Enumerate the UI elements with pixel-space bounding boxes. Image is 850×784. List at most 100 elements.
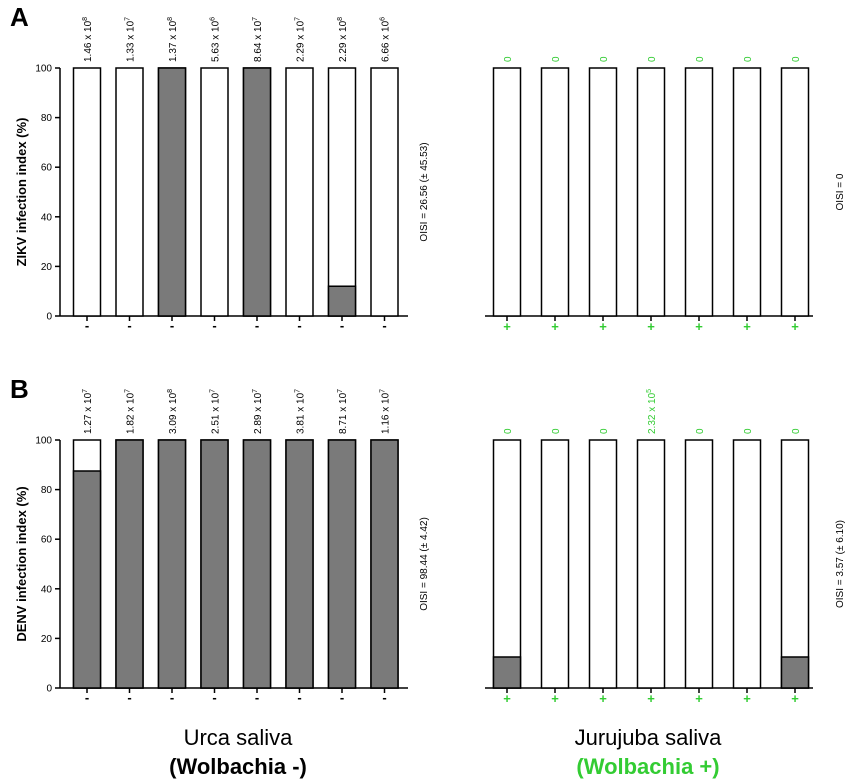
bar-uninfected [684,67,714,317]
wolbachia-sign: - [127,318,131,333]
bar-data-label: 2.89 x 107 [252,389,264,434]
bar-data-label: 3.09 x 108 [167,389,179,434]
bar-group: - 1.46 x 108 [72,17,102,333]
bar-data-label: 1.16 x 107 [380,389,392,434]
bar-infected [492,656,522,689]
bar-uninfected [540,67,570,317]
bar-group: - 1.27 x 107 [72,389,102,705]
bar-data-label: 0 [647,56,658,62]
bar-infected [327,439,357,689]
wolbachia-sign: - [255,318,259,333]
wolbachia-sign: - [212,318,216,333]
wolbachia-sign: + [695,319,703,334]
bar-group: - 8.71 x 107 [327,389,357,705]
y-axis-label: ZIKV infection index (%) [14,118,29,267]
bar-uninfected [285,67,314,317]
y-tick-label: 80 [41,485,53,496]
bar-data-label: 2.51 x 107 [210,389,222,434]
bar-uninfected [370,67,399,317]
oisi-label: OISI = 0 [835,173,846,210]
bar-data-label: 5.63 x 106 [210,17,222,62]
chart-panel-1: A ZIKV infection index (%) 0 20 40 60 80 100 - 1.… [10,2,430,333]
bar-group: +0 [732,428,762,706]
wolbachia-sign: - [382,318,386,333]
bar-data-label: 1.37 x 108 [167,17,179,62]
bar-group: - 1.82 x 107 [115,389,144,705]
wolbachia-sign: + [695,691,703,706]
bar-infected [242,67,272,317]
bar-uninfected [780,67,810,317]
wolbachia-sign: - [212,690,216,705]
wolbachia-sign: - [297,318,301,333]
wolbachia-sign: - [85,318,89,333]
bar-group: +0 [780,56,810,334]
wolbachia-sign: + [599,691,607,706]
bar-group: - 3.81 x 107 [285,389,314,705]
bar-data-label: 0 [551,56,562,62]
bar-data-label: 0 [791,428,802,434]
bar-data-label: 0 [503,428,514,434]
bar-data-label: 1.27 x 107 [82,389,94,434]
wolbachia-sign: + [599,319,607,334]
caption-right-line2: (Wolbachia +) [576,754,719,779]
oisi-label: OISI = 3.57 (± 6.10) [835,520,846,608]
bar-group: +0 [780,428,810,706]
bar-group: +2.32 x 105 [636,389,666,706]
bar-infected [242,439,272,689]
wolbachia-sign: + [743,691,751,706]
bar-uninfected [636,439,666,689]
bar-data-label: 0 [503,56,514,62]
bar-group: - 2.89 x 107 [242,389,272,705]
bar-uninfected [636,67,666,317]
bar-group: +0 [492,56,522,334]
y-tick-label: 20 [41,262,53,273]
bar-uninfected [540,439,570,689]
bar-data-label: 0 [551,428,562,434]
y-tick-label: 100 [35,436,52,447]
bar-infected [72,470,102,689]
bar-data-label: 8.71 x 107 [337,389,349,434]
bar-uninfected [732,67,762,317]
bar-data-label: 8.64 x 107 [252,17,264,62]
caption-left-line2: (Wolbachia -) [169,754,307,779]
panel-letter: A [10,2,29,32]
wolbachia-sign: - [170,690,174,705]
bar-infected [780,656,810,689]
bar-uninfected [492,439,522,689]
wolbachia-sign: - [297,690,301,705]
bar-data-label: 0 [695,56,706,62]
wolbachia-sign: + [503,691,511,706]
panel-letter: B [10,374,29,404]
bar-group: +0 [492,428,522,706]
bar-group: +0 [588,56,618,334]
bar-group: +0 [684,56,714,334]
bar-data-label: 2.32 x 105 [646,389,658,434]
wolbachia-sign: + [791,691,799,706]
bar-infected [157,439,187,689]
bar-group: - 1.16 x 107 [370,389,399,705]
wolbachia-sign: + [551,691,559,706]
wolbachia-sign: + [647,691,655,706]
bar-uninfected [588,67,618,317]
bar-group: - 2.29 x 107 [285,17,314,333]
bar-group: - 2.29 x 108 [327,17,357,333]
oisi-label: OISI = 26.56 (± 45.53) [419,142,430,241]
bar-data-label: 1.46 x 108 [82,17,94,62]
bar-group: +0 [540,428,570,706]
y-tick-label: 0 [46,312,52,323]
bar-group: - 3.09 x 108 [157,389,187,705]
bar-data-label: 0 [599,428,610,434]
caption-right-line1: Jurujuba saliva [575,725,723,750]
bar-group: - 8.64 x 107 [242,17,272,333]
y-axis-label: DENV infection index (%) [14,486,29,641]
bar-data-label: 0 [743,428,754,434]
y-tick-label: 40 [41,584,53,595]
bar-group: +0 [588,428,618,706]
y-tick-label: 60 [41,535,53,546]
wolbachia-sign: - [382,690,386,705]
y-tick-label: 0 [46,684,52,695]
bar-uninfected [588,439,618,689]
bar-data-label: 0 [743,56,754,62]
